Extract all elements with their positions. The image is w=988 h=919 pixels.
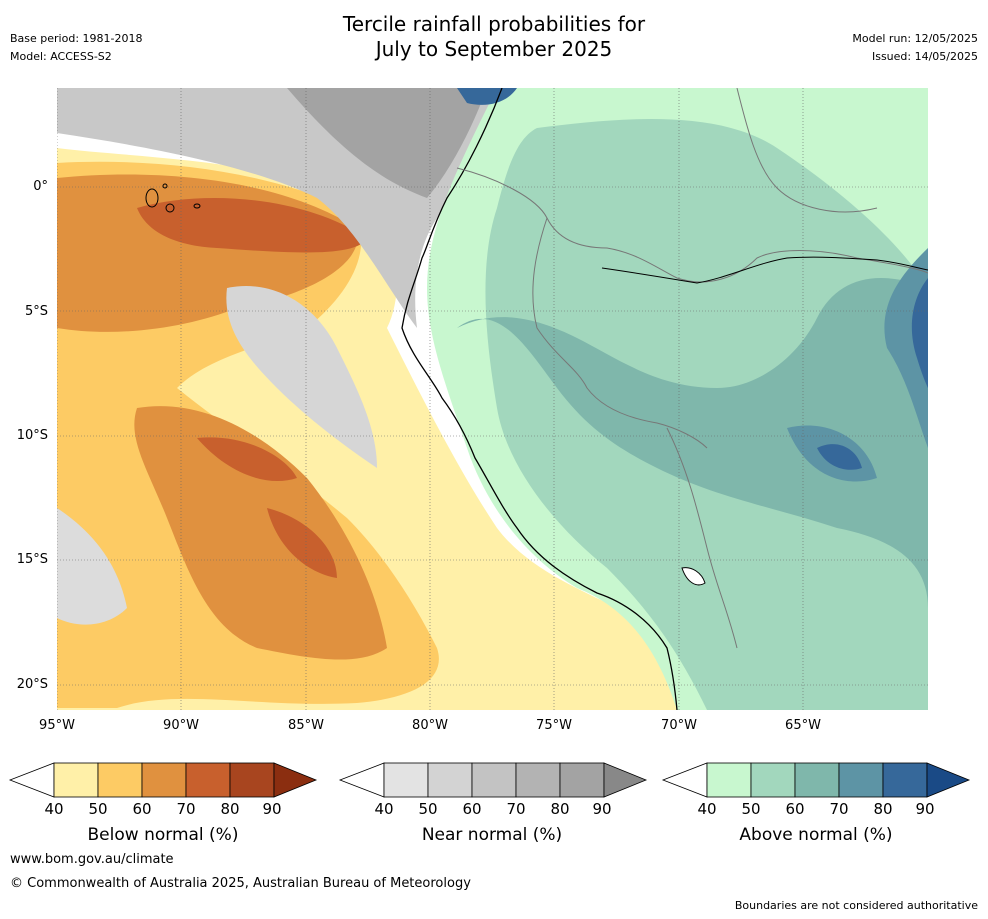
colorbars bbox=[8, 762, 971, 798]
country-borders bbox=[456, 88, 928, 649]
above-swatch-70 bbox=[838, 762, 884, 798]
lat-label-15s: 15°S bbox=[16, 552, 48, 567]
below-normal-label: Below normal (%) bbox=[87, 825, 239, 845]
meta-right: Model run: 12/05/2025 Issued: 14/05/2025 bbox=[852, 30, 978, 66]
near-tick-60: 60 bbox=[462, 800, 482, 818]
above-tick-80: 80 bbox=[873, 800, 893, 818]
galapagos-islands bbox=[145, 183, 201, 213]
above-tick-60: 60 bbox=[785, 800, 805, 818]
lon-label-65w: 65°W bbox=[785, 718, 821, 733]
below-swatch-70 bbox=[185, 762, 231, 798]
lon-label-90w: 90°W bbox=[163, 718, 199, 733]
lat-label-20s: 20°S bbox=[16, 677, 48, 692]
above-normal-60 bbox=[457, 278, 928, 608]
disclaimer-text: Boundaries are not considered authoritat… bbox=[734, 899, 978, 912]
below-swatch-40 bbox=[53, 762, 99, 798]
near-normal-patch-2 bbox=[57, 508, 127, 625]
copyright-text: © Commonwealth of Australia 2025, Austra… bbox=[10, 876, 471, 891]
meta-left: Base period: 1981-2018 Model: ACCESS-S2 bbox=[10, 30, 142, 66]
below-tick-50: 50 bbox=[88, 800, 108, 818]
amazon-river bbox=[601, 256, 928, 284]
colorbar-near bbox=[338, 762, 648, 798]
below-tick-90: 90 bbox=[262, 800, 282, 818]
near-normal-label: Near normal (%) bbox=[421, 825, 563, 845]
near-swatch-90 bbox=[603, 762, 648, 798]
lat-label-10s: 10°S bbox=[16, 428, 48, 443]
lat-label-0: 0° bbox=[33, 179, 48, 194]
near-swatch-70 bbox=[515, 762, 561, 798]
near-swatch-60 bbox=[471, 762, 517, 798]
below-tick-80: 80 bbox=[220, 800, 240, 818]
above-normal-70 bbox=[787, 248, 928, 482]
below-tick-70: 70 bbox=[176, 800, 196, 818]
near-normal-dark bbox=[287, 88, 487, 198]
title-line-2: July to September 2025 bbox=[375, 37, 613, 61]
chart-title: Tercile rainfall probabilities for July … bbox=[0, 12, 988, 62]
above-tick-50: 50 bbox=[741, 800, 761, 818]
title-line-1: Tercile rainfall probabilities for bbox=[342, 12, 646, 36]
model-name: Model: ACCESS-S2 bbox=[10, 50, 112, 63]
above-tick-40: 40 bbox=[697, 800, 717, 818]
above-normal-label: Above normal (%) bbox=[739, 825, 893, 845]
below-swatch-60 bbox=[141, 762, 187, 798]
lake-titicaca bbox=[681, 567, 706, 586]
lon-label-75w: 75°W bbox=[536, 718, 572, 733]
below-tick-40: 40 bbox=[44, 800, 64, 818]
above-swatch-50 bbox=[750, 762, 796, 798]
near-tick-50: 50 bbox=[418, 800, 438, 818]
above-tick-90: 90 bbox=[915, 800, 935, 818]
below-normal-80 bbox=[137, 198, 367, 578]
below-tick-60: 60 bbox=[132, 800, 152, 818]
near-tick-40: 40 bbox=[374, 800, 394, 818]
near-tick-80: 80 bbox=[550, 800, 570, 818]
map-canvas bbox=[57, 88, 928, 710]
lon-label-80w: 80°W bbox=[412, 718, 448, 733]
near-swatch-80 bbox=[559, 762, 605, 798]
above-swatch-90 bbox=[926, 762, 971, 798]
gridlines bbox=[57, 88, 928, 710]
base-period: Base period: 1981-2018 bbox=[10, 32, 143, 45]
lon-label-70w: 70°W bbox=[661, 718, 697, 733]
lon-label-95w: 95°W bbox=[39, 718, 75, 733]
near-swatch-50 bbox=[427, 762, 473, 798]
issued-date: Issued: 14/05/2025 bbox=[871, 50, 978, 63]
below-swatch-80 bbox=[229, 762, 275, 798]
above-swatch-80 bbox=[882, 762, 928, 798]
lat-label-5s: 5°S bbox=[24, 304, 48, 319]
above-swatch-60 bbox=[794, 762, 840, 798]
below-swatch-90 bbox=[273, 762, 318, 798]
rainfall-map[interactable] bbox=[57, 88, 928, 710]
colorbar-below bbox=[8, 762, 318, 798]
above-tick-70: 70 bbox=[829, 800, 849, 818]
near-swatch-40 bbox=[383, 762, 429, 798]
model-run: Model run: 12/05/2025 bbox=[852, 32, 978, 45]
below-swatch-50 bbox=[97, 762, 143, 798]
near-tick-90: 90 bbox=[592, 800, 612, 818]
colorbar-above bbox=[661, 762, 971, 798]
near-normal-patch bbox=[226, 286, 377, 468]
above-swatch-40 bbox=[706, 762, 752, 798]
coastline bbox=[401, 88, 678, 710]
near-tick-70: 70 bbox=[506, 800, 526, 818]
website-link[interactable]: www.bom.gov.au/climate bbox=[10, 852, 174, 867]
lon-label-85w: 85°W bbox=[288, 718, 324, 733]
